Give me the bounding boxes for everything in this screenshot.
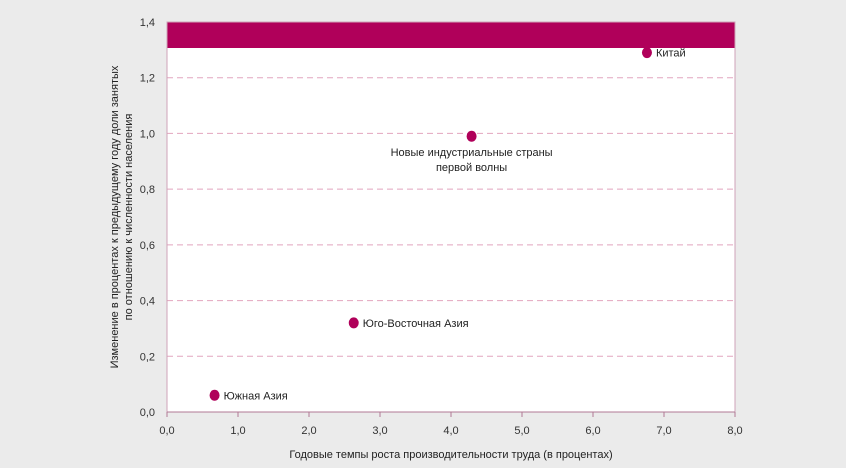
y-tick-label: 1,0 [140, 128, 155, 140]
y-tick-label: 0,2 [140, 351, 155, 363]
x-tick-label: 7,0 [656, 425, 671, 437]
data-point [641, 47, 652, 59]
point-label: Южная Азия [224, 390, 288, 402]
y-axis-title: по отношению к численности населения [123, 114, 135, 321]
y-tick-label: 0,4 [140, 296, 155, 308]
y-tick-label: 1,2 [140, 73, 155, 85]
y-tick-label: 0,0 [140, 407, 155, 419]
point-label: Китай [656, 48, 686, 60]
x-tick-label: 6,0 [585, 425, 600, 437]
x-tick-label: 5,0 [514, 425, 529, 437]
y-tick-label: 0,8 [140, 184, 155, 196]
plot-area [167, 22, 735, 412]
y-tick-label: 1,4 [140, 17, 155, 29]
x-tick-label: 1,0 [230, 425, 245, 437]
x-axis-title: Годовые темпы роста производительности т… [289, 449, 612, 461]
data-point [466, 130, 477, 142]
x-tick-label: 4,0 [443, 425, 458, 437]
y-tick-label: 0,6 [140, 240, 155, 252]
point-label: первой волны [436, 162, 507, 174]
x-tick-label: 2,0 [301, 425, 316, 437]
top-band [167, 22, 735, 48]
point-label: Юго-Восточная Азия [363, 318, 469, 330]
x-tick-label: 8,0 [727, 425, 742, 437]
data-point [348, 317, 359, 329]
x-tick-label: 0,0 [159, 425, 174, 437]
data-point [209, 389, 220, 401]
point-label: Новые индустриальные страны [391, 147, 553, 159]
y-axis-title: Изменение в процентах к предыдущему году… [109, 65, 121, 368]
x-tick-label: 3,0 [372, 425, 387, 437]
